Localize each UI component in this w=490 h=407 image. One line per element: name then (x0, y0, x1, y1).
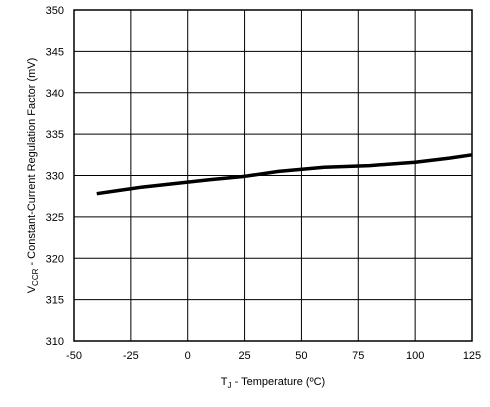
y-tick-label: 350 (46, 5, 64, 17)
gridlines (74, 10, 472, 341)
x-tick-label: 50 (295, 350, 307, 362)
x-tick-labels: -50 -25 0 25 50 75 100 125 (66, 350, 481, 362)
series-line (96, 153, 473, 196)
y-tick-label: 325 (46, 212, 64, 224)
y-tick-label: 315 (46, 295, 64, 307)
y-tick-label: 335 (46, 129, 64, 141)
y-axis-title-rest: - Constant-Current Regulation Factor (mV… (26, 58, 38, 269)
y-tick-label: 320 (46, 253, 64, 265)
x-tick-label: -50 (66, 350, 82, 362)
x-tick-label: 100 (406, 350, 424, 362)
x-axis-title-main: T (221, 376, 228, 388)
y-tick-label: 345 (46, 46, 64, 58)
x-tick-label: 0 (185, 350, 191, 362)
series-layer (96, 153, 473, 196)
x-axis-title-subscript: J (228, 381, 232, 390)
y-axis-title-main: V (26, 285, 38, 293)
y-tick-label: 340 (46, 88, 64, 100)
y-tick-labels: 310 315 320 325 330 335 340 345 350 (46, 5, 64, 348)
x-axis-title: TJ - Temperature (ºC) (221, 376, 325, 390)
y-axis-title-subscript: CCR (31, 268, 40, 286)
x-axis-title-rest: - Temperature (ºC) (232, 376, 326, 388)
x-tick-label: 75 (352, 350, 364, 362)
y-tick-label: 310 (46, 336, 64, 348)
x-tick-label: -25 (123, 350, 139, 362)
y-axis-title: VCCR - Constant-Current Regulation Facto… (26, 58, 40, 294)
y-tick-label: 330 (46, 171, 64, 183)
x-tick-label: 125 (463, 350, 481, 362)
plot-area-frame (73, 9, 473, 342)
x-tick-label: 25 (238, 350, 250, 362)
